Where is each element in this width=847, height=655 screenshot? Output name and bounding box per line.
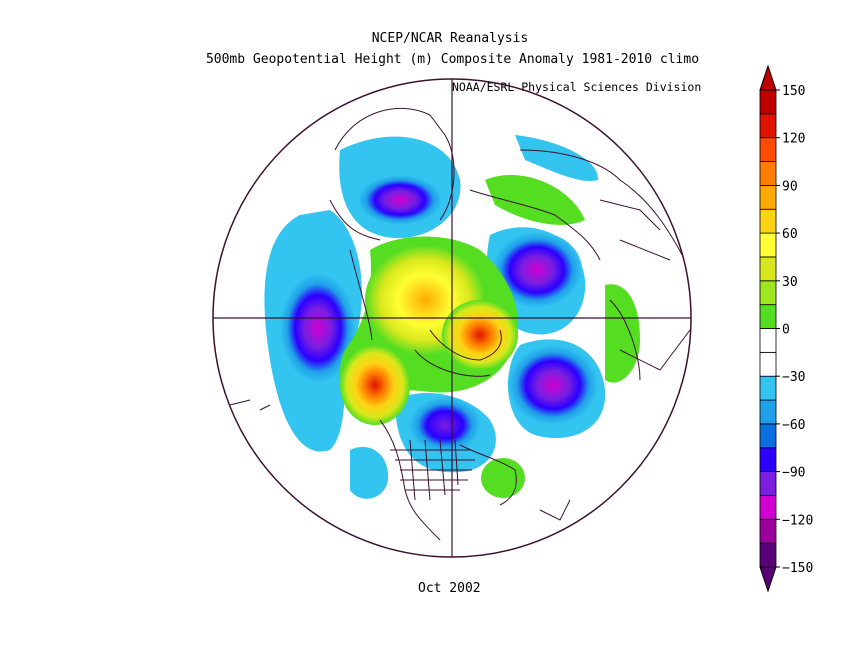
- negative-anomaly-pacific-core: [280, 273, 356, 383]
- colorbar-tick-label: 150: [782, 84, 805, 99]
- colorbar-box: [759, 137, 777, 162]
- colorbar-min-arrow: [759, 566, 777, 593]
- colorbar-box: [759, 232, 777, 258]
- colorbar-max-arrow: [759, 64, 777, 91]
- colorbar-box: [759, 351, 777, 377]
- colorbar-tick-label: 30: [782, 275, 798, 290]
- colorbar-box: [759, 423, 777, 449]
- colorbar-box: [759, 304, 777, 329]
- colorbar-box: [759, 375, 777, 401]
- positive-anomaly-atlantic-south: [481, 458, 525, 498]
- negative-anomaly-top-band: [515, 135, 599, 181]
- colorbar-box: [759, 208, 777, 234]
- positive-anomaly-asia-east: [605, 284, 640, 383]
- colorbar-tick-label: 120: [782, 132, 805, 147]
- colorbar-tick-label: 60: [782, 227, 798, 242]
- colorbar-tick-label: 0: [782, 323, 790, 338]
- map-subtitle: 500mb Geopotential Height (m) Composite …: [205, 52, 700, 67]
- colorbar-box: [759, 518, 777, 544]
- colorbar-box: [759, 161, 777, 186]
- colorbar-box: [759, 399, 777, 425]
- negative-anomaly-scandinavia-core: [492, 232, 582, 308]
- colorbar-box: [759, 280, 777, 306]
- period-label: Oct 2002: [418, 581, 481, 596]
- colorbar-box: [759, 256, 777, 282]
- colorbar-tick-label: −120: [782, 513, 813, 528]
- colorbar-tick-label: −90: [782, 466, 805, 481]
- colorbar-box: [759, 89, 777, 115]
- positive-anomaly-europe: [485, 174, 585, 225]
- negative-anomaly-atlantic-core: [409, 397, 481, 453]
- colorbar-tick-label: −30: [782, 370, 805, 385]
- colorbar-box: [759, 495, 777, 520]
- negative-anomaly-north-core: [358, 175, 442, 225]
- colorbar-tick-label: −60: [782, 418, 805, 433]
- colorbar-box: [759, 471, 777, 496]
- map-boundary-circle: [212, 78, 692, 558]
- credit-label: NOAA/ESRL Physical Sciences Division: [452, 80, 702, 94]
- colorbar-tick-label: 90: [782, 179, 798, 194]
- colorbar-box: [759, 542, 777, 568]
- positive-anomaly-alaska-core: [340, 345, 410, 425]
- map-title: NCEP/NCAR Reanalysis: [371, 31, 529, 46]
- anomaly-field: [229, 108, 691, 541]
- colorbar-box: [759, 328, 777, 353]
- colorbar-box: [759, 113, 777, 139]
- negative-anomaly-siberia-core: [508, 345, 598, 425]
- coastlines: [229, 108, 691, 541]
- colorbar-box: [759, 447, 777, 473]
- colorbar-box: [759, 184, 777, 210]
- negative-anomaly-us-east: [350, 446, 389, 499]
- colorbar-tick-label: −150: [782, 561, 813, 576]
